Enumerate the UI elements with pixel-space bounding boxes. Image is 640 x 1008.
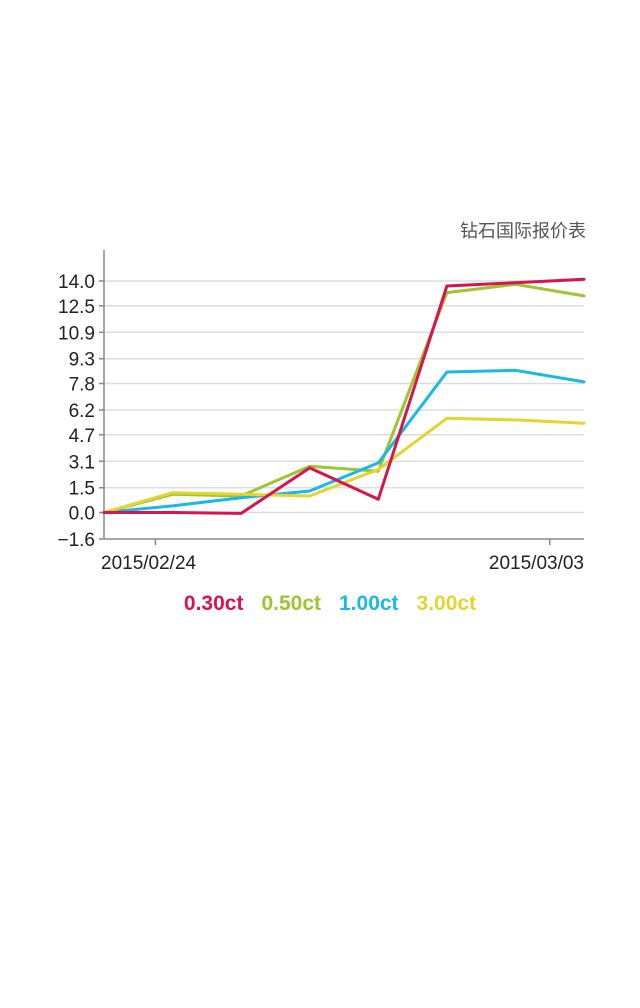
x-tick-labels: 2015/02/24 2015/03/03: [101, 553, 584, 574]
y-tick-label: 12.5: [58, 297, 95, 318]
x-tick-label: 2015/02/24: [101, 553, 197, 574]
y-tick-label: 14.0: [58, 272, 95, 293]
grid-lines: [99, 280, 584, 540]
y-tick-label: 6.2: [69, 401, 95, 422]
y-tick-labels: 14.0 12.5 10.9 9.3 7.8 6.2 4.7 3.1 1.5 0.0 −1.6: [57, 272, 95, 551]
y-tick-label: −1.6: [57, 530, 95, 551]
legend-entry-3.00ct: 3.00ct: [416, 592, 477, 615]
legend-entry-0.30ct: 0.30ct: [183, 592, 244, 615]
legend: 0.30ct 0.50ct 1.00ct 3.00ct: [0, 592, 640, 616]
series-line-0.50ct: [102, 282, 586, 514]
axes: [103, 250, 584, 545]
series-line-1.00ct: [102, 368, 586, 514]
y-tick-label: 1.5: [69, 479, 95, 500]
y-tick-label: 3.1: [69, 452, 95, 473]
y-tick-label: 0.0: [69, 504, 95, 525]
legend-entry-0.50ct: 0.50ct: [261, 592, 321, 615]
y-tick-label: 7.8: [69, 375, 95, 396]
x-tick-label: 2015/03/03: [489, 553, 584, 574]
chart-title: 钻石国际报价表: [460, 221, 586, 242]
y-tick-label: 9.3: [69, 350, 95, 371]
series-line-3.00ct: [102, 416, 586, 514]
legend-entry-1.00ct: 1.00ct: [339, 592, 399, 615]
series-line-0.30ct: [102, 277, 586, 515]
y-tick-label: 10.9: [58, 323, 95, 344]
y-tick-label: 4.7: [69, 426, 95, 447]
series-lines: [102, 277, 586, 515]
